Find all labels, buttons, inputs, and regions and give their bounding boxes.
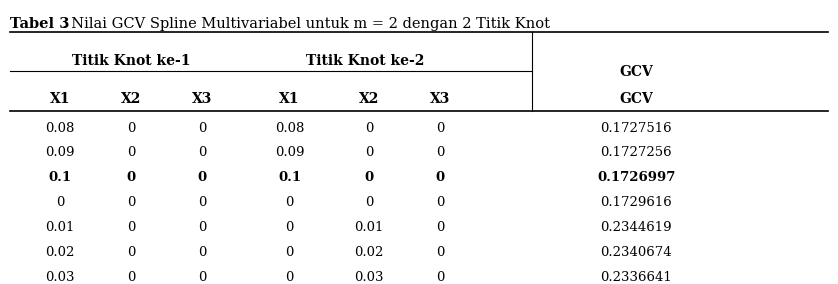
Text: 0.1729616: 0.1729616 bbox=[600, 196, 672, 209]
Text: 0: 0 bbox=[365, 196, 373, 209]
Text: 0: 0 bbox=[127, 196, 135, 209]
Text: 0.1: 0.1 bbox=[278, 171, 301, 184]
Text: 0.1727516: 0.1727516 bbox=[600, 122, 672, 135]
Text: GCV: GCV bbox=[619, 92, 653, 106]
Text: 0: 0 bbox=[127, 171, 136, 184]
Text: X1: X1 bbox=[279, 92, 300, 106]
Text: 0: 0 bbox=[365, 122, 373, 135]
Text: 0.2344619: 0.2344619 bbox=[600, 221, 672, 234]
Text: Tabel 3: Tabel 3 bbox=[10, 17, 69, 31]
Text: 0.02: 0.02 bbox=[354, 246, 384, 259]
Text: 0: 0 bbox=[436, 246, 444, 259]
Text: 0: 0 bbox=[436, 122, 444, 135]
Text: 0: 0 bbox=[286, 221, 294, 234]
Text: 0: 0 bbox=[198, 221, 206, 234]
Text: 0: 0 bbox=[127, 246, 135, 259]
Text: 0.02: 0.02 bbox=[45, 246, 75, 259]
Text: 0.2340674: 0.2340674 bbox=[600, 246, 672, 259]
Text: 0: 0 bbox=[127, 147, 135, 159]
Text: 0: 0 bbox=[198, 122, 206, 135]
Text: X3: X3 bbox=[430, 92, 450, 106]
Text: 0: 0 bbox=[198, 147, 206, 159]
Text: 0: 0 bbox=[127, 271, 135, 284]
Text: 0: 0 bbox=[198, 246, 206, 259]
Text: 0: 0 bbox=[435, 171, 444, 184]
Text: 0: 0 bbox=[198, 196, 206, 209]
Text: 0: 0 bbox=[197, 171, 206, 184]
Text: X2: X2 bbox=[121, 92, 141, 106]
Text: 0: 0 bbox=[436, 147, 444, 159]
Text: 0: 0 bbox=[436, 271, 444, 284]
Text: 0.09: 0.09 bbox=[275, 147, 304, 159]
Text: 0: 0 bbox=[127, 122, 135, 135]
Text: 0.1726997: 0.1726997 bbox=[597, 171, 675, 184]
Text: 0.1727256: 0.1727256 bbox=[600, 147, 672, 159]
Text: 0: 0 bbox=[55, 196, 64, 209]
Text: 0.03: 0.03 bbox=[45, 271, 75, 284]
Text: 0.01: 0.01 bbox=[45, 221, 75, 234]
Text: X3: X3 bbox=[192, 92, 212, 106]
Text: . Nilai GCV Spline Multivariabel untuk m = 2 dengan 2 Titik Knot: . Nilai GCV Spline Multivariabel untuk m… bbox=[62, 17, 551, 31]
Text: 0: 0 bbox=[365, 147, 373, 159]
Text: X2: X2 bbox=[359, 92, 379, 106]
Text: 0: 0 bbox=[198, 271, 206, 284]
Text: 0.09: 0.09 bbox=[45, 147, 75, 159]
Text: 0.08: 0.08 bbox=[275, 122, 304, 135]
Text: 0: 0 bbox=[436, 196, 444, 209]
Text: X1: X1 bbox=[49, 92, 70, 106]
Text: 0: 0 bbox=[286, 246, 294, 259]
Text: Titik Knot ke-1: Titik Knot ke-1 bbox=[71, 53, 190, 68]
Text: 0.08: 0.08 bbox=[45, 122, 75, 135]
Text: 0: 0 bbox=[436, 221, 444, 234]
Text: 0.01: 0.01 bbox=[354, 221, 384, 234]
Text: 0.2336641: 0.2336641 bbox=[600, 271, 672, 284]
Text: Titik Knot ke-2: Titik Knot ke-2 bbox=[306, 53, 424, 68]
Text: 0.1: 0.1 bbox=[49, 171, 71, 184]
Text: 0.03: 0.03 bbox=[354, 271, 384, 284]
Text: GCV: GCV bbox=[619, 65, 653, 79]
Text: 0: 0 bbox=[127, 221, 135, 234]
Text: 0: 0 bbox=[286, 196, 294, 209]
Text: 0: 0 bbox=[286, 271, 294, 284]
Text: 0: 0 bbox=[365, 171, 374, 184]
